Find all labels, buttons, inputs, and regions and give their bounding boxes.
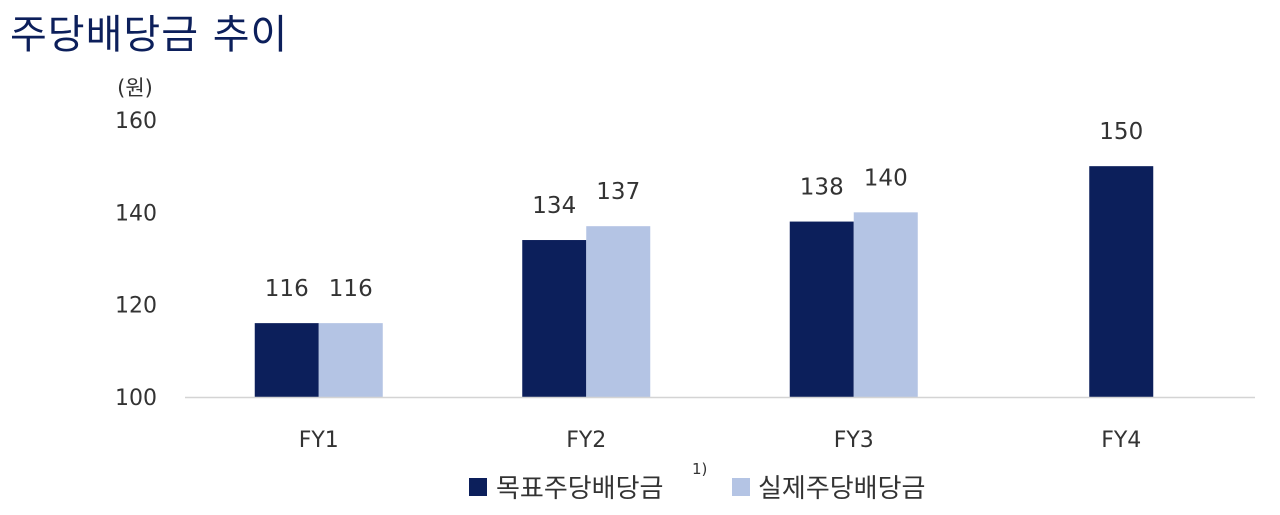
y-tick-label: 160 xyxy=(115,109,157,134)
y-tick-label: 140 xyxy=(115,201,157,226)
y-tick-label: 100 xyxy=(115,386,157,411)
legend-footnote-marker: 1) xyxy=(692,460,707,478)
page-title: 주당배당금 추이 xyxy=(10,12,289,58)
x-category-label: FY3 xyxy=(834,428,874,453)
data-label: 150 xyxy=(1099,119,1143,145)
x-category-label: FY2 xyxy=(566,428,606,453)
bar-fy3-series-2 xyxy=(853,212,918,397)
bar-fy2-series-2 xyxy=(586,226,651,397)
legend-swatch-actual xyxy=(732,478,750,496)
legend-label-actual: 실제주당배당금 xyxy=(758,474,925,504)
bar-fy3-series-1 xyxy=(789,221,854,397)
y-tick-label: 120 xyxy=(115,294,157,319)
bar-fy4-series-1 xyxy=(1089,166,1154,397)
data-label: 116 xyxy=(329,276,373,302)
data-label: 138 xyxy=(800,175,844,201)
y-axis-unit-label: (원) xyxy=(117,76,153,100)
x-category-label: FY4 xyxy=(1101,428,1141,453)
data-label: 116 xyxy=(265,276,309,302)
bar-fy1-series-2 xyxy=(318,323,383,397)
data-label: 140 xyxy=(864,165,908,191)
bar-fy1-series-1 xyxy=(254,323,319,397)
bar-fy2-series-1 xyxy=(522,240,587,397)
data-label: 134 xyxy=(532,193,576,219)
x-category-label: FY1 xyxy=(299,428,339,453)
legend-swatch-target xyxy=(469,478,487,496)
legend-label-target: 목표주당배당금 xyxy=(496,474,663,504)
data-label: 137 xyxy=(596,179,640,205)
